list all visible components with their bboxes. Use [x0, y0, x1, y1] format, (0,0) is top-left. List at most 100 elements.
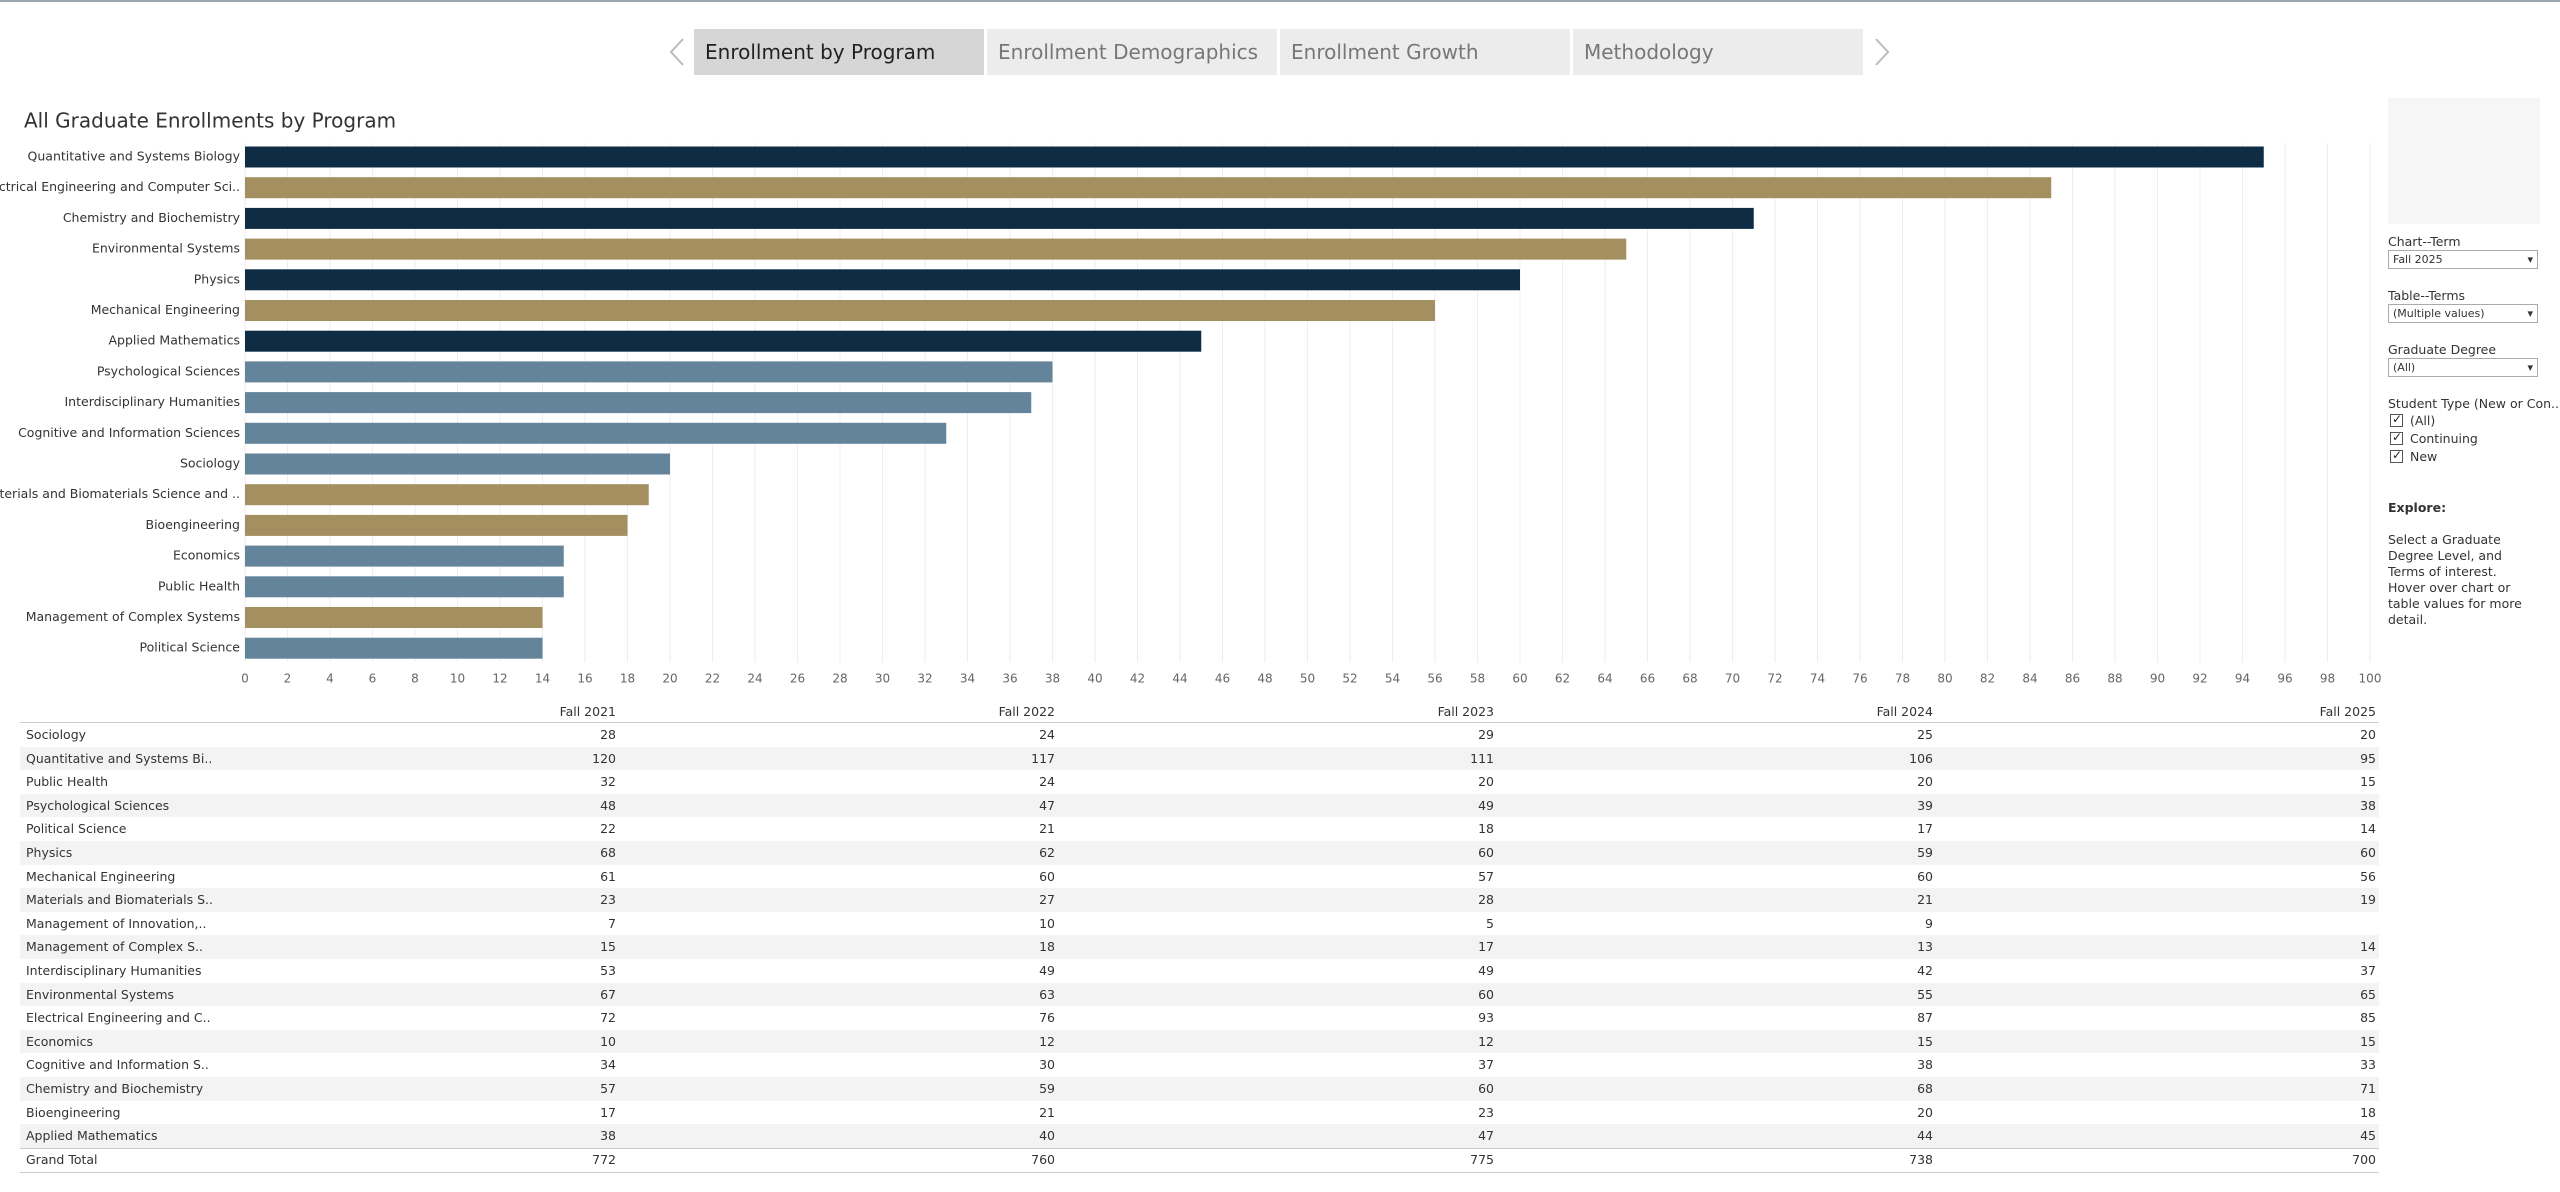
table-cell: 59 — [1917, 845, 1933, 860]
table-cell: 32 — [600, 774, 616, 790]
table-cell: 760 — [1031, 1151, 1055, 1167]
nav-tab[interactable]: Enrollment by Program — [694, 29, 984, 75]
table-cell: 22 — [600, 821, 616, 837]
row-stripe — [20, 1077, 2379, 1101]
checkbox[interactable] — [2390, 430, 2403, 445]
table-cell: 772 — [592, 1151, 616, 1167]
column-header: Fall 2024 — [1876, 704, 1933, 719]
x-tick-label: 6 — [369, 672, 377, 686]
y-tick-label: Quantitative and Systems Biology — [28, 149, 241, 164]
table-cell: 23 — [1478, 1104, 1494, 1120]
x-tick-label: 40 — [1087, 672, 1102, 686]
table-cell: 68 — [1917, 1081, 1933, 1096]
table-cell: 57 — [600, 1081, 616, 1096]
table-cell: 14 — [2360, 939, 2376, 955]
x-tick-label: 86 — [2065, 672, 2080, 686]
filter-dropdown[interactable]: (All) — [2388, 358, 2538, 377]
table-cell: 76 — [1039, 1010, 1055, 1026]
table-cell: 87 — [1917, 1010, 1933, 1026]
bar — [245, 146, 2264, 168]
table-cell: 21 — [1039, 821, 1055, 837]
filter-dropdown[interactable]: Fall 2025 — [2388, 250, 2538, 269]
y-tick-label: Economics — [173, 548, 240, 563]
x-tick-label: 82 — [1980, 672, 1995, 686]
x-tick-label: 38 — [1045, 672, 1060, 686]
table-cell: 24 — [1039, 774, 1055, 790]
nav-tab[interactable]: Enrollment Demographics — [987, 29, 1277, 75]
table-cell: 30 — [1039, 1057, 1055, 1073]
row-label: Management of Innovation,.. — [26, 915, 207, 931]
x-tick-label: 70 — [1725, 672, 1740, 686]
table-cell: 117 — [1031, 750, 1055, 766]
nav-tab[interactable]: Methodology — [1573, 29, 1863, 75]
table-cell: 775 — [1470, 1151, 1494, 1167]
row-stripe — [20, 935, 2379, 959]
filter-dropdown[interactable]: (Multiple values) — [2388, 304, 2538, 323]
bar — [245, 392, 1032, 414]
table-cell: 700 — [2352, 1151, 2376, 1167]
table-cell: 14 — [2360, 821, 2376, 837]
table-cell: 53 — [600, 963, 616, 978]
checkbox-label[interactable]: Continuing — [2410, 431, 2478, 446]
y-tick-label: Chemistry and Biochemistry — [63, 210, 241, 225]
x-tick-label: 42 — [1130, 672, 1145, 686]
y-tick-label: Interdisciplinary Humanities — [65, 394, 241, 409]
table-cell: 95 — [2360, 750, 2376, 766]
table-cell: 27 — [1039, 892, 1055, 908]
x-tick-label: 30 — [875, 672, 890, 686]
logo-placeholder — [2388, 98, 2540, 224]
table-cell: 93 — [1478, 1010, 1494, 1026]
row-stripe — [20, 982, 2379, 1007]
table-cell: 20 — [2360, 727, 2376, 742]
x-tick-label: 10 — [450, 672, 465, 686]
table-cell: 44 — [1917, 1128, 1933, 1144]
bar — [245, 545, 564, 567]
x-tick-label: 68 — [1682, 672, 1697, 686]
table-cell: 19 — [2360, 892, 2376, 908]
x-tick-label: 74 — [1810, 672, 1825, 686]
y-tick-label: Physics — [194, 271, 240, 286]
row-label: Cognitive and Information S.. — [26, 1057, 209, 1073]
prev-arrow[interactable] — [665, 36, 689, 68]
row-label: Mechanical Engineering — [26, 868, 176, 884]
table-cell: 17 — [600, 1104, 616, 1120]
x-tick-label: 88 — [2107, 672, 2122, 686]
table-cell: 28 — [1478, 892, 1494, 908]
table-cell: 15 — [1917, 1033, 1933, 1049]
table-cell: 65 — [2360, 986, 2376, 1002]
table-cell: 17 — [1917, 821, 1933, 837]
x-tick-label: 98 — [2320, 672, 2335, 686]
x-tick-label: 26 — [790, 672, 805, 686]
x-tick-label: 80 — [1937, 672, 1952, 686]
next-arrow[interactable] — [1870, 36, 1894, 68]
table-cell: 21 — [1039, 1104, 1055, 1120]
y-tick-label: Management of Complex Systems — [26, 609, 240, 624]
row-label: Political Science — [26, 821, 127, 837]
x-tick-label: 58 — [1470, 672, 1485, 686]
x-tick-label: 50 — [1300, 672, 1315, 686]
row-label: Chemistry and Biochemistry — [26, 1081, 204, 1096]
table-cell: 39 — [1917, 797, 1933, 813]
nav-tab[interactable]: Enrollment Growth — [1280, 29, 1570, 75]
checkbox[interactable] — [2390, 448, 2403, 463]
checkbox-label[interactable]: New — [2410, 449, 2438, 464]
table-cell: 56 — [2360, 868, 2376, 884]
table-cell: 12 — [1039, 1033, 1055, 1049]
bar — [245, 453, 670, 475]
x-tick-label: 20 — [662, 672, 677, 686]
bar — [245, 207, 1754, 229]
table-cell: 37 — [2360, 963, 2376, 978]
row-label: Physics — [26, 845, 73, 860]
x-tick-label: 34 — [960, 672, 975, 686]
row-label: Economics — [26, 1033, 94, 1049]
filter-label: Graduate Degree — [2388, 342, 2497, 357]
table-cell: 120 — [592, 750, 616, 766]
table-cell: 15 — [2360, 1033, 2376, 1049]
checkbox-label[interactable]: (All) — [2410, 413, 2436, 428]
checkbox[interactable] — [2390, 412, 2403, 427]
table-cell: 60 — [2360, 845, 2376, 860]
table-cell: 5 — [1486, 915, 1494, 931]
column-header: Fall 2022 — [998, 704, 1055, 719]
x-tick-label: 28 — [832, 672, 847, 686]
